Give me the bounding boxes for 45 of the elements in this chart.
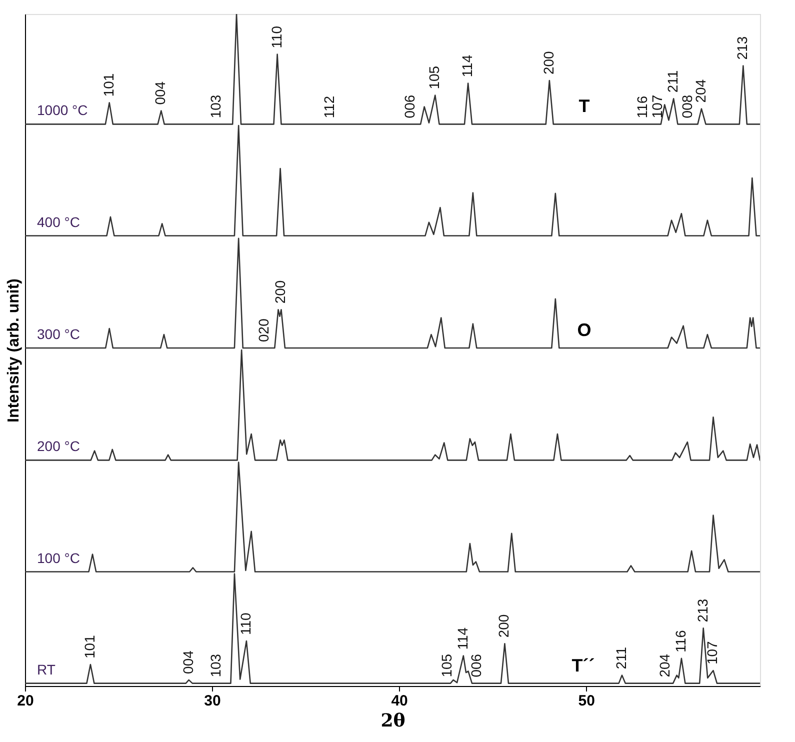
annotation: 116: [672, 630, 688, 652]
annotation: 008: [678, 94, 695, 118]
annotation: 110: [268, 26, 284, 48]
annotation: 105: [426, 66, 442, 90]
x-tick-label: 50: [578, 692, 595, 710]
series-label: 200 °C: [37, 438, 80, 454]
annotation: 112: [320, 96, 337, 118]
x-axis-title: 2θ: [380, 710, 406, 732]
series-label: 1000 °C: [37, 102, 88, 118]
annotation: 211: [612, 646, 629, 670]
annotation: 107: [649, 94, 666, 118]
annotation: 114: [459, 54, 476, 78]
annotation: 110: [237, 612, 254, 635]
annotation: 004: [152, 81, 168, 105]
annotation: 004: [180, 650, 196, 674]
annotation: 200: [496, 614, 512, 638]
y-axis-title: Intensity (arb. unit): [6, 278, 22, 422]
annotation: 116: [634, 96, 650, 118]
annotation: 101: [100, 73, 116, 97]
annotation: T´´: [572, 655, 595, 676]
annotation: 213: [694, 598, 710, 622]
annotation: 200: [540, 50, 556, 75]
annotation: 105: [438, 654, 455, 678]
series-label: 400 °C: [37, 214, 80, 230]
series-label: RT: [37, 661, 56, 678]
annotation: O: [577, 320, 592, 340]
x-tick-label: 40: [391, 692, 408, 710]
series-label: 300 °C: [37, 326, 80, 342]
annotation: 211: [664, 70, 681, 93]
annotation: 107: [704, 640, 720, 665]
annotation: 204: [656, 654, 673, 678]
series-label: 100 °C: [37, 550, 80, 566]
annotation: 114: [454, 627, 470, 650]
x-tick-label: 30: [204, 692, 221, 710]
x-tick-label: 20: [17, 692, 34, 710]
annotation: 006: [468, 654, 484, 678]
annotation: 101: [81, 634, 98, 658]
annotation: 103: [208, 94, 224, 118]
annotation: 200: [272, 280, 288, 304]
annotation: 006: [401, 94, 418, 118]
annotation: 204: [692, 79, 708, 103]
annotation: T: [578, 96, 590, 116]
annotation: 020: [255, 318, 272, 342]
annotation: 103: [208, 654, 224, 678]
annotation: 213: [734, 36, 750, 60]
